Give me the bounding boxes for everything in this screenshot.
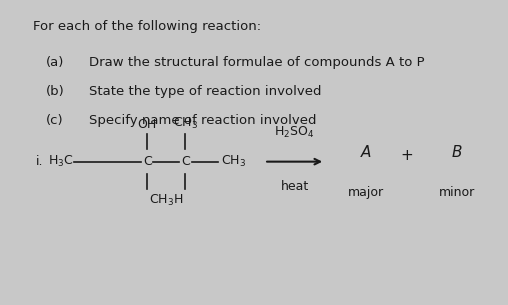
Text: major: major (347, 186, 384, 199)
Text: State the type of reaction involved: State the type of reaction involved (89, 85, 322, 99)
Text: H$_3$C: H$_3$C (48, 154, 74, 169)
Text: CH$_3$H: CH$_3$H (149, 193, 183, 208)
Text: OH: OH (138, 118, 157, 131)
Text: minor: minor (439, 186, 475, 199)
Text: C: C (143, 155, 152, 168)
Text: CH$_3$: CH$_3$ (173, 116, 198, 131)
Text: H$_2$SO$_4$: H$_2$SO$_4$ (274, 125, 315, 140)
Text: Draw the structural formulae of compounds A to P: Draw the structural formulae of compound… (89, 56, 425, 70)
Text: heat: heat (280, 180, 309, 193)
Text: B: B (452, 145, 462, 160)
Text: +: + (400, 148, 413, 163)
Text: Specify name of reaction involved: Specify name of reaction involved (89, 114, 316, 127)
Text: For each of the following reaction:: For each of the following reaction: (33, 20, 261, 33)
Text: CH$_3$: CH$_3$ (221, 154, 246, 169)
Text: (c): (c) (46, 114, 64, 127)
Text: C: C (181, 155, 190, 168)
Text: (b): (b) (46, 85, 65, 99)
Text: (a): (a) (46, 56, 64, 70)
Text: i.: i. (36, 155, 43, 168)
Text: A: A (361, 145, 371, 160)
